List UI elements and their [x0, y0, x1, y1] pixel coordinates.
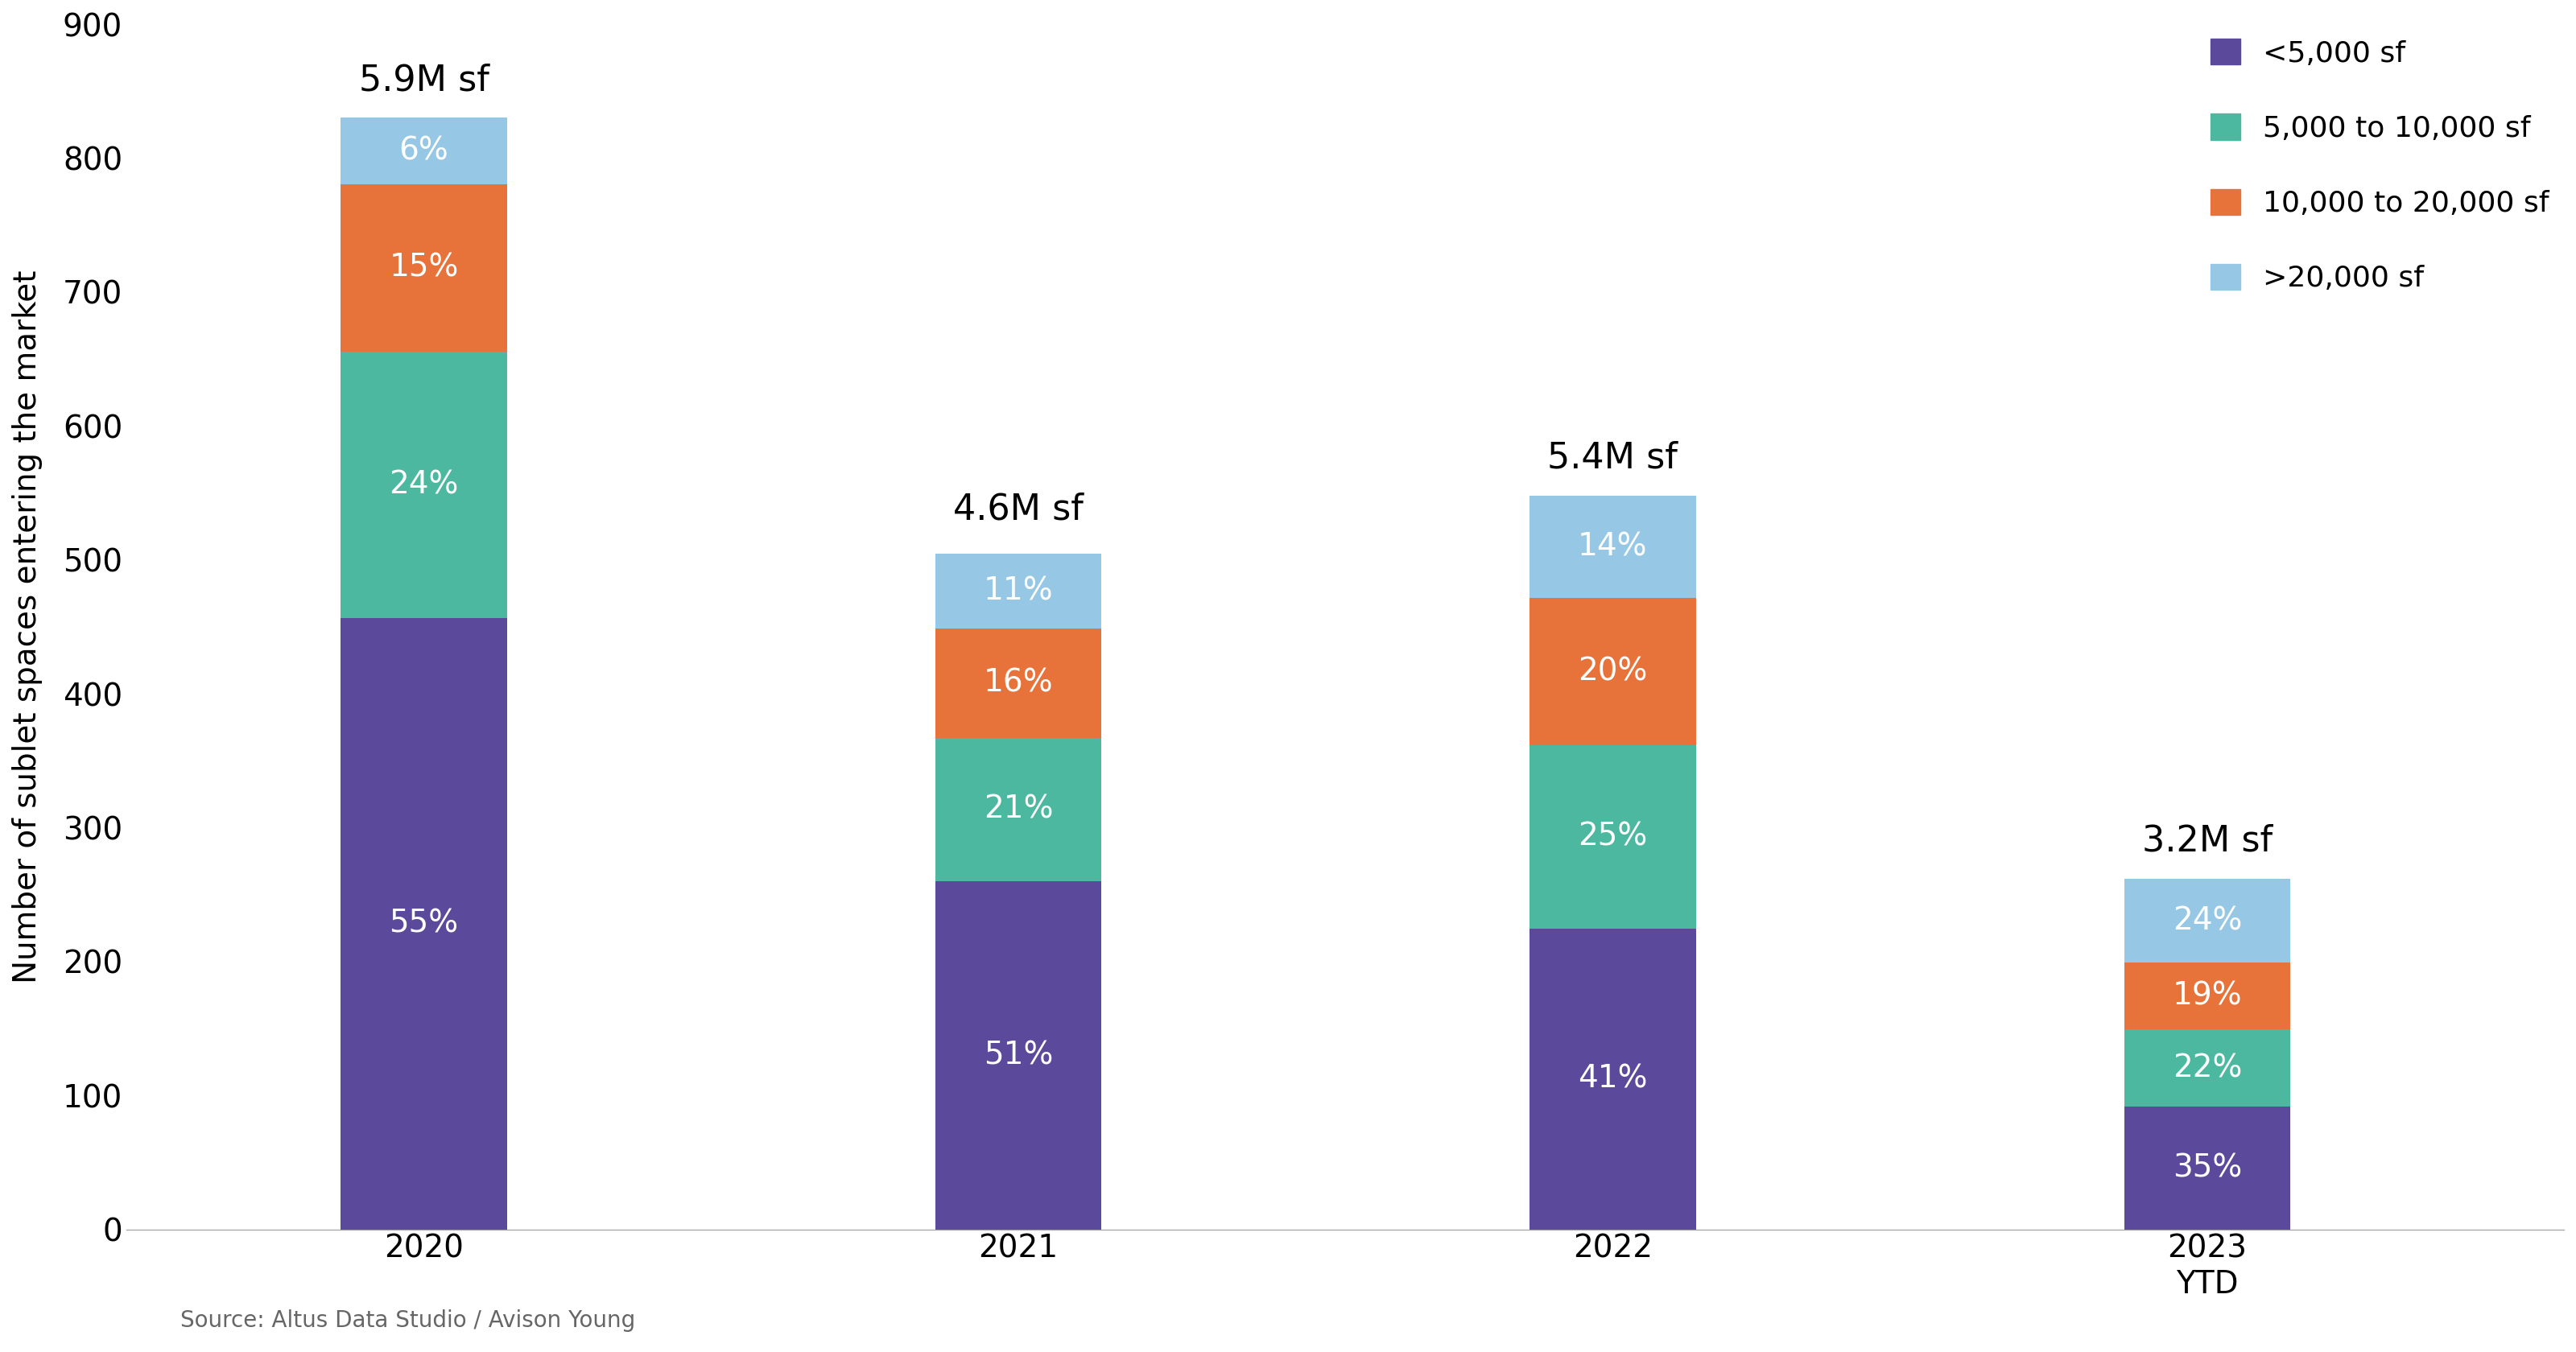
- Text: 15%: 15%: [389, 253, 459, 283]
- Bar: [1530, 599, 1695, 745]
- Text: 25%: 25%: [1579, 822, 1649, 852]
- Bar: [935, 738, 1103, 882]
- Y-axis label: Number of sublet spaces entering the market: Number of sublet spaces entering the mar…: [13, 270, 44, 983]
- Bar: [1530, 929, 1695, 1229]
- Bar: [2125, 963, 2290, 1029]
- Text: 20%: 20%: [1579, 657, 1649, 687]
- Bar: [340, 352, 507, 618]
- Text: 51%: 51%: [984, 1040, 1054, 1071]
- Bar: [1530, 496, 1695, 599]
- Bar: [2125, 879, 2290, 963]
- Text: 14%: 14%: [1579, 531, 1649, 562]
- Text: 22%: 22%: [2172, 1053, 2241, 1083]
- Text: 24%: 24%: [2172, 906, 2241, 936]
- Bar: [340, 618, 507, 1229]
- Text: 4.6M sf: 4.6M sf: [953, 492, 1084, 526]
- Text: 41%: 41%: [1579, 1064, 1649, 1094]
- Text: 35%: 35%: [2172, 1153, 2241, 1183]
- Text: 55%: 55%: [389, 909, 459, 940]
- Text: 5.9M sf: 5.9M sf: [358, 64, 489, 97]
- Text: 16%: 16%: [984, 668, 1054, 699]
- Text: 19%: 19%: [2172, 980, 2241, 1011]
- Text: 24%: 24%: [389, 469, 459, 500]
- Bar: [2125, 1029, 2290, 1107]
- Text: 5.4M sf: 5.4M sf: [1548, 441, 1677, 476]
- Bar: [1530, 745, 1695, 929]
- Text: Source: Altus Data Studio / Avison Young: Source: Altus Data Studio / Avison Young: [180, 1309, 636, 1332]
- Bar: [2125, 1107, 2290, 1229]
- Bar: [340, 118, 507, 185]
- Text: 6%: 6%: [399, 137, 448, 166]
- Text: 21%: 21%: [984, 794, 1054, 825]
- Text: 3.2M sf: 3.2M sf: [2143, 823, 2272, 859]
- Text: 11%: 11%: [984, 576, 1054, 606]
- Bar: [935, 553, 1103, 629]
- Legend: <5,000 sf, 5,000 to 10,000 sf, 10,000 to 20,000 sf, >20,000 sf: <5,000 sf, 5,000 to 10,000 sf, 10,000 to…: [2210, 39, 2550, 292]
- Bar: [340, 185, 507, 352]
- Bar: [935, 629, 1103, 738]
- Bar: [935, 882, 1103, 1229]
